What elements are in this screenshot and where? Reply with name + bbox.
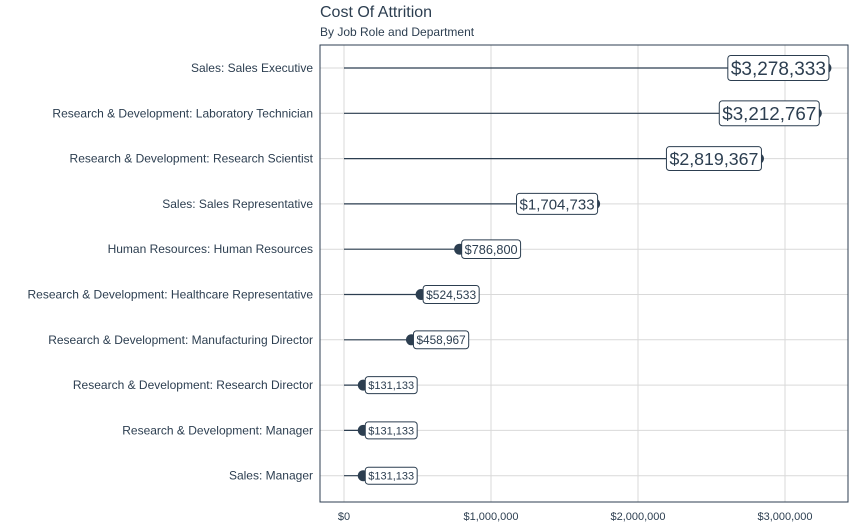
value-label: $1,704,733 [516,192,599,215]
value-label-text: $1,704,733 [520,196,595,213]
value-label-box [364,421,418,440]
value-label-text: $3,212,767 [722,103,816,124]
chart-subtitle: By Job Role and Department [320,25,475,39]
value-label-text: $131,133 [368,380,414,392]
value-label: $3,212,767 [718,100,820,127]
value-label-box [364,376,418,395]
value-label-text: $786,800 [465,243,518,257]
y-axis-labels: Sales: Sales Executive Research & Develop… [28,61,314,483]
x-axis-ticks: $0 $1,000,000 $2,000,000 $3,000,000 [338,511,813,523]
x-tick-label: $0 [338,511,350,523]
value-label-text: $458,967 [416,333,465,347]
value-label-box [516,192,599,215]
value-label-text: $131,133 [368,425,414,437]
lollipop-stems [344,67,826,477]
value-label-box [665,146,762,172]
value-label-box [718,100,820,127]
value-label-box [412,330,470,350]
y-axis-label: Research & Development: Manager [122,423,313,437]
value-label: $524,533 [422,285,480,304]
x-tick-label: $1,000,000 [463,511,518,523]
y-axis-label: Research & Development: Research Directo… [73,378,313,392]
value-label: $131,133 [364,421,418,440]
value-label: $131,133 [364,466,418,485]
value-label-box [461,239,522,260]
value-label: $2,819,367 [665,146,762,172]
value-label-box [364,466,418,485]
value-label: $3,278,333 [727,55,830,81]
y-axis-label: Research & Development: Research Scienti… [70,152,314,166]
y-axis-label: Sales: Sales Executive [191,61,313,75]
value-label-box [422,285,480,304]
y-axis-label: Research & Development: Laboratory Techn… [52,106,313,120]
value-label: $786,800 [461,239,522,260]
y-axis-label: Research & Development: Manufacturing Di… [48,333,313,347]
y-axis-label: Sales: Sales Representative [162,197,313,211]
value-label-box [727,55,830,81]
y-axis-label: Human Resources: Human Resources [108,242,313,256]
value-label-text: $3,278,333 [731,59,826,80]
panel-border [319,44,849,503]
value-label-text: $524,533 [426,288,476,302]
value-label-text: $2,819,367 [669,149,758,169]
y-axis-label: Sales: Manager [229,469,313,483]
x-tick-label: $3,000,000 [757,511,812,523]
value-label: $458,967 [412,330,470,350]
y-axis-label: Research & Development: Healthcare Repre… [28,288,314,302]
value-label: $131,133 [364,376,418,395]
value-label-text: $131,133 [368,471,414,483]
x-tick-label: $2,000,000 [610,511,665,523]
chart-title: Cost Of Attrition [320,4,432,21]
value-labels: $3,278,333 $3,212,767 $2,819,367 $1,704,733… [364,55,830,485]
